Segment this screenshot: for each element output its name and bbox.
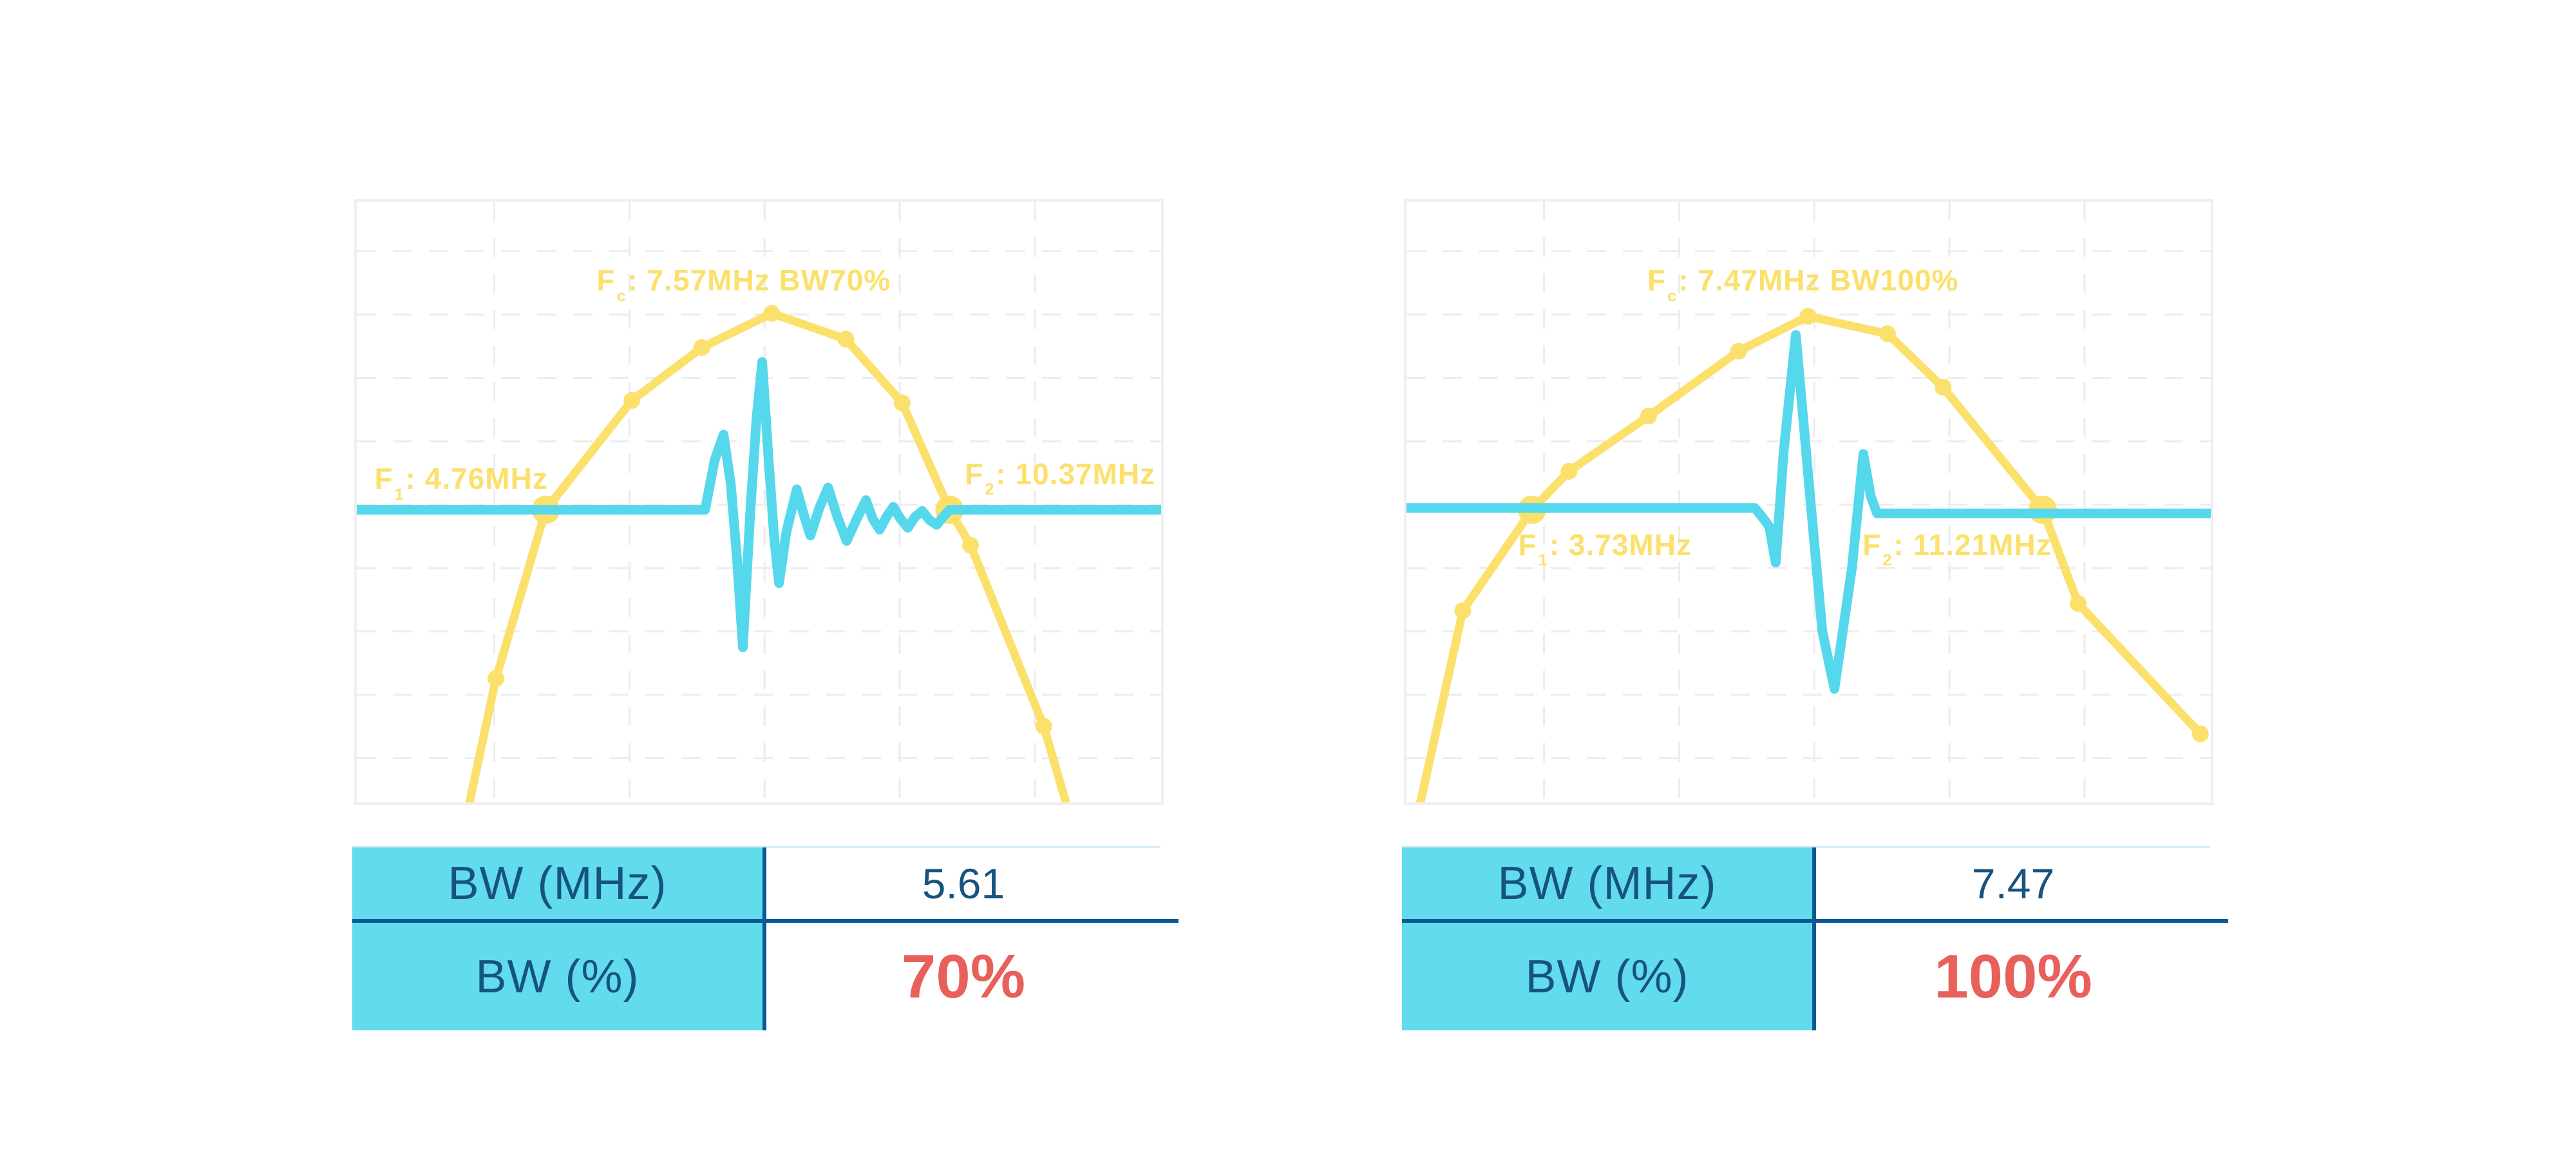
f2-value-text: : 10.37MHz: [996, 457, 1156, 491]
f1-symbol: F: [1518, 527, 1537, 562]
f2-subscript: 2: [1882, 551, 1893, 570]
frequency-spectrum-line: [465, 309, 1070, 802]
fc-symbol: F: [596, 263, 616, 298]
frequency-spectrum-data-marker: [1730, 343, 1747, 360]
table-column-divider: [1812, 847, 1816, 1030]
table-top-divider: [352, 846, 1160, 848]
frequency-spectrum-data-marker: [2069, 595, 2087, 612]
fc-value-text: : 7.57MHz BW70%: [627, 263, 891, 298]
f2-symbol: F: [965, 457, 984, 491]
bw-pct-row-label: BW (%): [1525, 951, 1689, 1003]
bw-pct-value: 100%: [1934, 941, 2092, 1011]
frequency-spectrum-data-marker: [1454, 602, 1472, 620]
frequency-spectrum-data-marker: [1879, 325, 1896, 343]
frequency-spectrum-data-marker: [1560, 462, 1578, 480]
table-top-divider: [1402, 846, 2210, 848]
bw-mhz-value: 7.47: [1971, 859, 2055, 907]
fc-subscript: c: [1667, 287, 1678, 305]
f2-symbol: F: [1862, 527, 1882, 562]
fc-subscript: c: [616, 287, 627, 305]
fc-value-text: : 7.47MHz BW100%: [1678, 263, 1959, 298]
spectrum-chart-bw70: Fc: 7.57MHz BW70% F1: 4.76MHz F2: 10.37M…: [354, 199, 1164, 805]
bw-table-right: BW (MHz) 7.47 BW (%) 100%: [1402, 846, 2228, 1030]
pulse-echo-waveform-line: [1406, 330, 2211, 694]
frequency-spectrum-data-marker: [763, 305, 781, 322]
table-column-divider: [762, 847, 766, 1030]
f2-frequency-label: F2: 11.21MHz: [1862, 527, 2052, 569]
frequency-spectrum-data-marker: [1640, 408, 1657, 425]
frequency-spectrum-data-marker: [1935, 379, 1952, 396]
table-header-column: [352, 847, 762, 1030]
table-header-column: [1402, 847, 1812, 1030]
bw-table-left: BW (MHz) 5.61 BW (%) 70%: [352, 846, 1179, 1030]
bw-pct-row-label: BW (%): [475, 951, 639, 1003]
frequency-spectrum-line: [1416, 312, 2205, 802]
f2-frequency-label: F2: 10.37MHz: [965, 457, 1156, 498]
spectrum-chart-bw100: Fc: 7.47MHz BW100% F1: 3.73MHz F2: 11.21…: [1404, 199, 2213, 805]
bw-mhz-value: 5.61: [922, 859, 1005, 907]
frequency-spectrum-data-marker: [1035, 717, 1052, 735]
center-frequency-label: Fc: 7.57MHz BW70%: [596, 263, 891, 304]
f1-frequency-label: F1: 3.73MHz: [1518, 527, 1692, 569]
f1-symbol: F: [374, 462, 393, 496]
frequency-spectrum-data-marker: [2192, 725, 2209, 743]
spectrum-plot-bw70: [357, 202, 1161, 802]
frequency-spectrum-data-marker: [961, 536, 979, 554]
f1-value-text: : 3.73MHz: [1549, 527, 1692, 562]
f1-value-text: : 4.76MHz: [405, 462, 548, 496]
frequency-spectrum-data-marker: [693, 339, 710, 356]
f1-subscript: 1: [1538, 551, 1548, 570]
bw-pct-value: 70%: [901, 941, 1026, 1011]
frequency-spectrum-data-marker: [488, 670, 505, 687]
bw-mhz-row-label: BW (MHz): [448, 857, 667, 909]
bw-mhz-row-label: BW (MHz): [1497, 857, 1717, 909]
f2-value-text: : 11.21MHz: [1893, 527, 2052, 562]
table-row-divider: [352, 919, 1179, 923]
center-frequency-label: Fc: 7.47MHz BW100%: [1647, 263, 1959, 304]
f1-subscript: 1: [394, 485, 404, 504]
table-row-divider: [1402, 919, 2228, 923]
f1-frequency-label: F1: 4.76MHz: [374, 462, 548, 502]
spectrum-plot-bw100: [1406, 202, 2211, 802]
pulse-echo-waveform-line: [357, 357, 1161, 652]
fc-symbol: F: [1647, 263, 1667, 298]
f2-subscript: 2: [985, 480, 995, 499]
frequency-spectrum-data-marker: [893, 394, 911, 411]
frequency-spectrum-data-marker: [623, 392, 641, 409]
frequency-spectrum-data-marker: [837, 330, 855, 348]
frequency-spectrum-data-marker: [1799, 308, 1817, 325]
